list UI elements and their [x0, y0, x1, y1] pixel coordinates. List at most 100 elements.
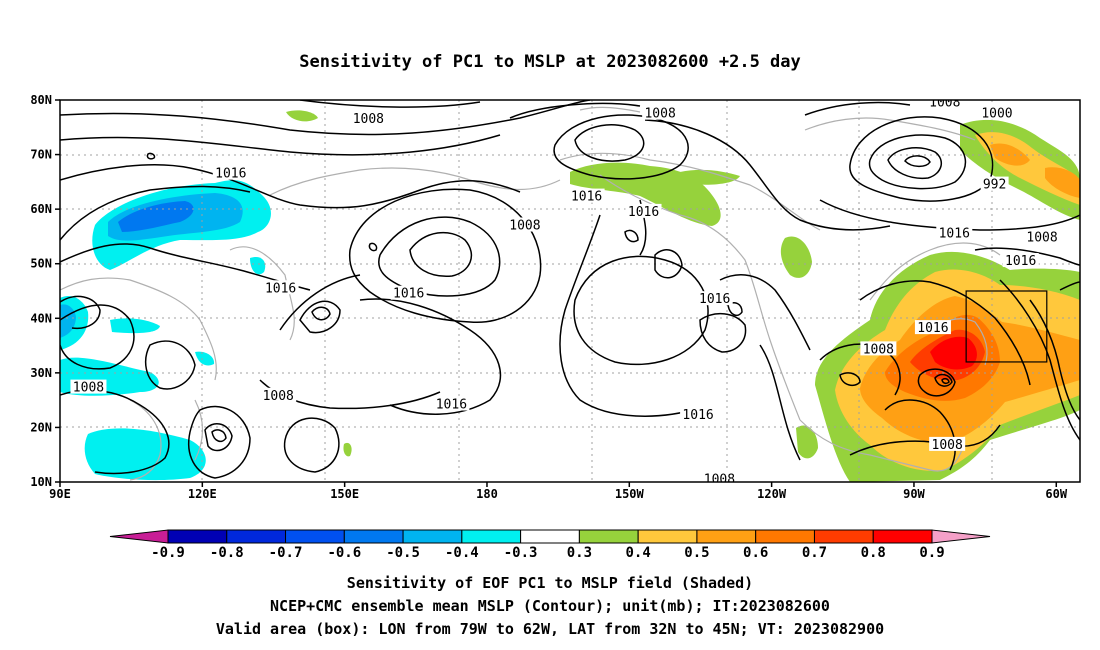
contour-label-bg [642, 105, 679, 120]
lat-tick-label: 60N [30, 202, 52, 216]
caption-contour: NCEP+CMC ensemble mean MSLP (Contour); u… [270, 597, 830, 615]
caption-shading: Sensitivity of EOF PC1 to MSLP field (Sh… [347, 574, 753, 592]
contour-label-bg [701, 471, 738, 482]
lat-tick-label: 50N [30, 257, 52, 271]
lon-tick-label: 150E [330, 487, 359, 501]
colorbar-low-triangle [109, 529, 169, 544]
contour-label: 1008 [509, 219, 540, 234]
positive-sensitivity-rockies [780, 236, 812, 278]
figure-title: Sensitivity of PC1 to MSLP at 2023082600… [299, 52, 801, 72]
colorbar-segment [343, 529, 404, 544]
colorbar-tick-label: -0.5 [386, 545, 420, 561]
contour-label-bg [980, 176, 1009, 191]
colorbar-tick-label: 0.3 [567, 545, 592, 561]
contour-label: 1008 [929, 96, 960, 111]
contour-label: 1016 [682, 408, 713, 423]
negative-sensitivity-mid [250, 256, 266, 275]
contour-label-bg [929, 436, 966, 451]
positive-sensitivity-greenland-east [1045, 167, 1080, 198]
contour-label-bg [212, 165, 249, 180]
gridlines [60, 100, 1080, 482]
lon-tick-label: 120E [188, 487, 217, 501]
contour-label-bg [568, 188, 605, 203]
contour-label-bg [936, 225, 973, 240]
negative-sensitivity-band [110, 318, 160, 334]
contour-label-bg [506, 217, 543, 232]
map-frame [59, 99, 1081, 483]
contour-label: 1016 [571, 190, 602, 205]
positive-sensitivity-arctic [286, 110, 318, 122]
map-area: 1008 1016 1008 1016 1016 1008 1008 1000 992 1016 1… [60, 96, 1080, 487]
colorbar-segment [167, 529, 228, 544]
contour-label: 1008 [704, 472, 735, 487]
lon-tick-label: 60W [1045, 487, 1067, 501]
contour-label: 1016 [215, 167, 246, 182]
colorbar-segment [637, 529, 698, 544]
contour-label: 992 [983, 178, 1006, 193]
contour-label-bg [680, 406, 717, 421]
contour-label: 1008 [932, 438, 963, 453]
colorbar-tick-label: 0.6 [743, 545, 768, 561]
contour-label-bg [350, 111, 387, 126]
contour-label: 1000 [981, 107, 1012, 122]
lat-tick-label: 30N [30, 366, 52, 380]
contour-label: 1008 [353, 112, 384, 127]
colorbar-tick-label: -0.6 [327, 545, 361, 561]
contour-label-bg [70, 379, 107, 394]
contour-label-bg [260, 387, 297, 402]
colorbar-tick-label: -0.3 [504, 545, 538, 561]
lat-tick-label: 10N [30, 475, 52, 489]
lon-tick-label: 150W [615, 487, 645, 501]
contour-label: 1016 [917, 321, 948, 336]
contour-label-bg [390, 285, 427, 300]
colorbar-segment [285, 529, 345, 544]
contour-label-bg [926, 100, 963, 109]
lon-tick-label: 180 [476, 487, 498, 501]
colorbar-tick-label: -0.7 [269, 545, 303, 561]
lat-tick-label: 20N [30, 420, 52, 434]
colorbar-tick-label: -0.4 [445, 545, 479, 561]
contour-label: 1016 [939, 227, 970, 242]
colorbar-high-triangle [931, 529, 991, 544]
contour-label-bg [978, 105, 1015, 120]
colorbar-tick-label: 0.8 [861, 545, 886, 561]
lon-tick-label: 90E [49, 487, 71, 501]
colorbar-segment [696, 529, 757, 544]
contour-label-bg [1002, 252, 1039, 267]
colorbar-segment [755, 529, 815, 544]
colorbar-tick-label: 0.9 [919, 545, 944, 561]
colorbar-tick-label: 0.4 [626, 545, 651, 561]
colorbar-segment [872, 529, 933, 544]
lat-tick-label: 70N [30, 148, 52, 162]
contour-label-bg [433, 396, 470, 411]
valid-area-box [965, 290, 1048, 363]
contour-labels: 1008 1016 1008 1016 1016 1008 1008 1000 992 1016 1… [70, 96, 1061, 487]
sensitivity-shading [60, 110, 1080, 482]
colorbar-tick-label: 0.5 [684, 545, 709, 561]
contour-label: 1008 [644, 107, 675, 122]
lat-tick-label: 40N [30, 311, 52, 325]
contour-label: 1016 [393, 287, 424, 302]
colorbar: -0.9 -0.8 -0.7 -0.6 -0.5 -0.4 -0.3 0.3 0.4 0.5 0.6… [109, 529, 991, 561]
colorbar-segments [167, 529, 933, 544]
positive-sensitivity-alaska-east [680, 169, 740, 185]
negative-sensitivity-southwest [84, 428, 206, 481]
lon-tick-label: 90W [903, 487, 925, 501]
contour-label: 1016 [699, 292, 730, 307]
contour-label: 1008 [1026, 231, 1057, 246]
colorbar-tick-label: -0.8 [210, 545, 244, 561]
negative-sensitivity-taiwan [195, 351, 215, 366]
lon-tick-label: 120W [757, 487, 787, 501]
contour-label: 1016 [628, 205, 659, 220]
contour-label: 1016 [265, 281, 296, 296]
contour-label-bg [914, 320, 951, 335]
contour-label-bg [696, 291, 733, 306]
contour-label-bg [1024, 229, 1061, 244]
contour-label: 1016 [1005, 254, 1036, 269]
colorbar-segment [226, 529, 287, 544]
colorbar-segment [402, 529, 463, 544]
contour-label: 1008 [73, 381, 104, 396]
mslp-contours [60, 100, 1080, 479]
